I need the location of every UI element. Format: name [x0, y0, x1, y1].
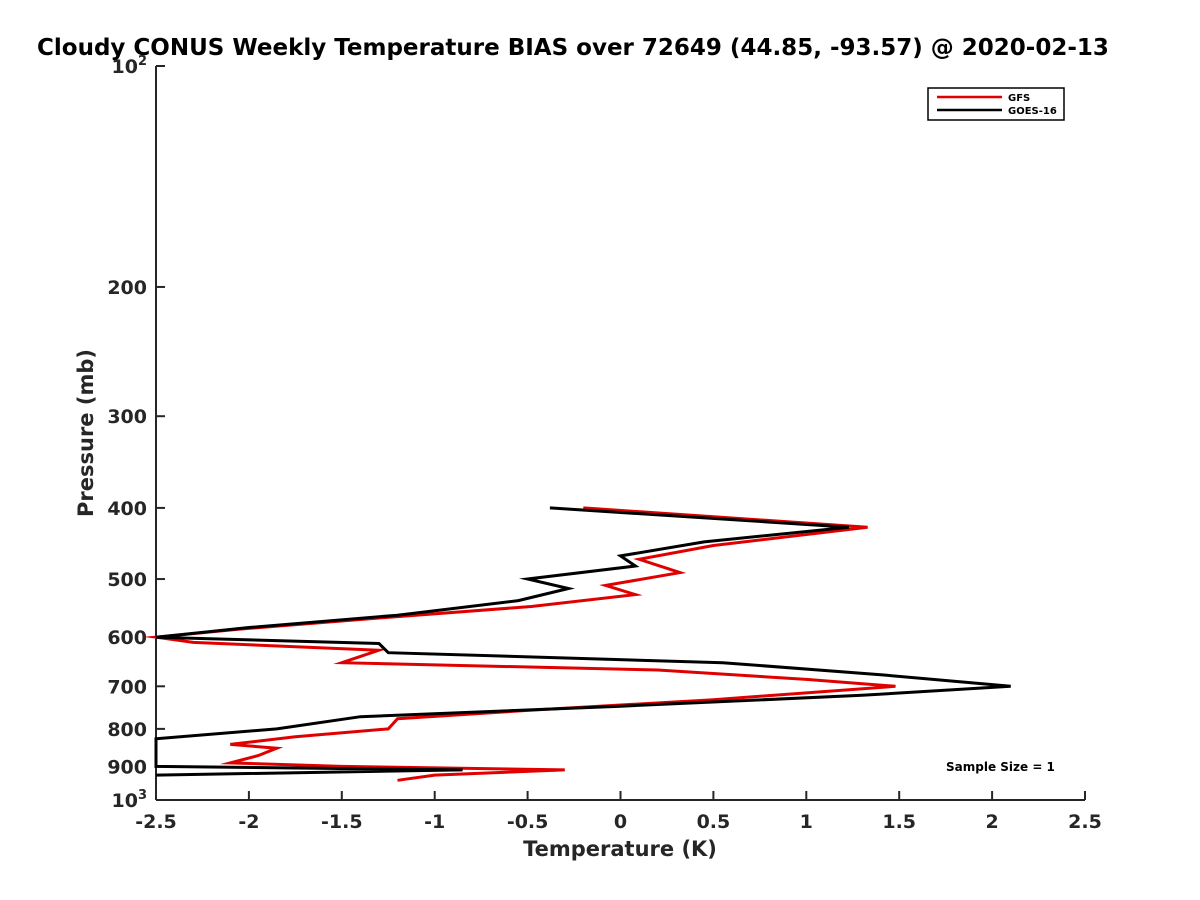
legend-box — [927, 87, 1065, 121]
x-tick-label: 1 — [800, 811, 813, 833]
x-tick-label: 2.5 — [1068, 811, 1102, 833]
y-tick-label: 400 — [107, 498, 147, 520]
y-tick-label: 300 — [107, 406, 147, 428]
y-tick-base: 10 — [112, 56, 138, 78]
x-tick-label: -1 — [424, 811, 445, 833]
y-tick-label: 200 — [107, 277, 147, 299]
y-tick-base: 10 — [112, 790, 138, 812]
y-tick-label: 103 — [112, 788, 148, 812]
y-tick-exponent: 2 — [138, 54, 147, 69]
x-ticks: -2.5 -2 -1.5 -1 -0.5 0 0.5 1 1.5 2 2.5 — [135, 791, 1102, 833]
y-tick-label: 600 — [107, 627, 147, 649]
y-tick-label: 800 — [107, 719, 147, 741]
y-tick-exponent: 3 — [138, 788, 147, 803]
y-tick-label: 102 — [112, 54, 148, 78]
chart-title: Cloudy CONUS Weekly Temperature BIAS ove… — [37, 35, 1109, 61]
x-tick-label: -2 — [238, 811, 259, 833]
sample-size-annotation: Sample Size = 1 — [946, 760, 1055, 774]
series-line-gfs — [143, 506, 896, 782]
x-tick-label: 0 — [614, 811, 627, 833]
y-tick-label: 500 — [107, 569, 147, 591]
legend-label-gfs: GFS — [1008, 93, 1030, 104]
series-lines — [143, 506, 1011, 782]
x-tick-label: -1.5 — [321, 811, 363, 833]
legend: GFS GOES-16 — [927, 87, 1065, 121]
series-line-goes16 — [154, 506, 1011, 777]
x-tick-label: 2 — [985, 811, 998, 833]
x-axis-label: Temperature (K) — [523, 837, 717, 861]
x-tick-label: -2.5 — [135, 811, 177, 833]
x-tick-label: 1.5 — [882, 811, 916, 833]
y-tick-label: 900 — [107, 756, 147, 778]
x-tick-label: 0.5 — [697, 811, 731, 833]
y-axis-label: Pressure (mb) — [74, 349, 98, 517]
legend-label-goes16: GOES-16 — [1008, 106, 1057, 117]
x-tick-label: -0.5 — [507, 811, 549, 833]
y-tick-label: 700 — [107, 676, 147, 698]
